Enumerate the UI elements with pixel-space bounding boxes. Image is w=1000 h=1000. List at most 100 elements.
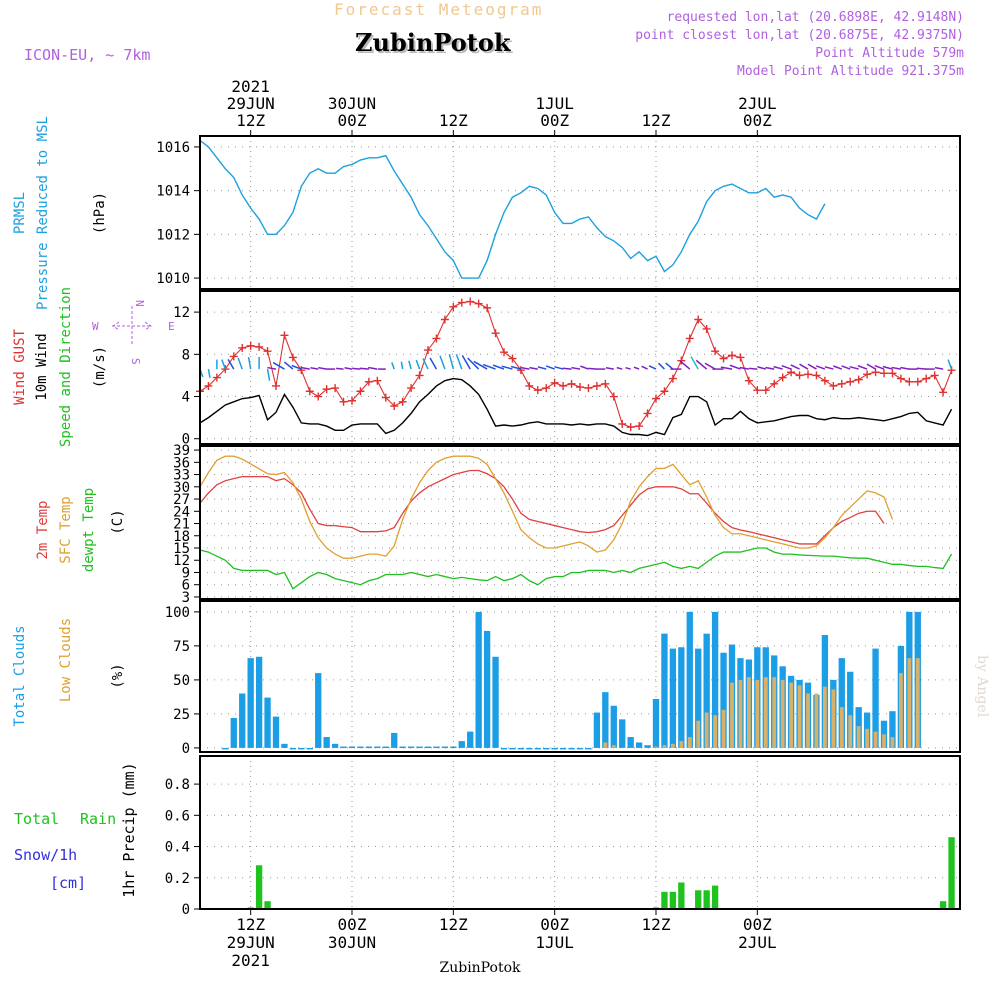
cloud-total-bar bbox=[450, 746, 457, 749]
cloud-total-bar bbox=[517, 747, 525, 750]
cloud-total-bar bbox=[652, 698, 660, 748]
temperature-ytick-label: 30 bbox=[173, 480, 190, 496]
wind-direction-arrow bbox=[916, 367, 927, 370]
wind-gust-marker bbox=[787, 368, 796, 377]
wind-gust-marker bbox=[576, 383, 584, 392]
cloud-total-bar bbox=[255, 656, 263, 748]
wind-gust-marker bbox=[229, 352, 238, 361]
precip-rain-bar bbox=[264, 901, 271, 909]
wind-unit: (m/s) bbox=[92, 346, 108, 388]
wind-direction-arrow bbox=[781, 364, 792, 370]
wind-gust-marker bbox=[804, 370, 812, 379]
cloud-low-bar bbox=[814, 693, 819, 748]
wind-gust-marker bbox=[744, 376, 753, 385]
wind-direction-arrow bbox=[757, 366, 766, 370]
cloud-low-bar bbox=[890, 737, 895, 748]
wind-gust-marker bbox=[204, 381, 213, 390]
wind-direction-arrow bbox=[448, 354, 455, 370]
wind-gust-marker bbox=[896, 374, 905, 383]
wind-gust-marker bbox=[466, 297, 475, 306]
cloud-low-bar bbox=[856, 726, 861, 748]
temp-unit: (C) bbox=[110, 509, 126, 534]
wind-direction-arrow bbox=[900, 366, 910, 370]
cloud-total-bar bbox=[340, 746, 347, 749]
wind-direction-arrow bbox=[482, 363, 496, 370]
compass-east: E bbox=[168, 320, 175, 333]
cloud-low-bar bbox=[679, 741, 684, 748]
cloud-low-bar bbox=[772, 677, 777, 748]
wind-direction-arrow bbox=[739, 366, 750, 370]
wind-gust-marker bbox=[913, 377, 922, 386]
bottom-time-label: 2JUL bbox=[738, 933, 777, 952]
bottom-time-label: 12Z bbox=[439, 915, 468, 934]
wind-gust-marker bbox=[677, 356, 686, 365]
top-time-label: 12Z bbox=[236, 111, 265, 130]
cloud-total-bar bbox=[247, 658, 254, 748]
top-time-label: 00Z bbox=[540, 111, 569, 130]
cloud-low-bar bbox=[738, 679, 743, 748]
cloud-low-bar bbox=[763, 677, 768, 748]
temperature-frame bbox=[199, 445, 961, 600]
wind-frame bbox=[199, 290, 961, 445]
wind-direction-arrow bbox=[648, 365, 657, 370]
wind-direction-arrow bbox=[824, 366, 834, 370]
pressure-ytick-label: 1010 bbox=[156, 271, 190, 287]
clouds-ytick-label: 0 bbox=[182, 741, 190, 757]
bottom-time-label: 00Z bbox=[743, 915, 772, 934]
precip-rain-bar bbox=[703, 890, 710, 909]
wind-gust-marker bbox=[668, 374, 677, 383]
cloud-total-bar bbox=[593, 712, 601, 748]
wind-direction-arrow bbox=[571, 366, 581, 370]
wind-gust-marker bbox=[567, 379, 576, 388]
wind-gust-marker bbox=[753, 386, 762, 395]
wind-direction-arrow bbox=[501, 365, 513, 370]
pressure-frame bbox=[199, 135, 961, 290]
wind-gust-marker bbox=[415, 371, 424, 380]
wind-direction-arrow bbox=[799, 363, 809, 370]
wind-ytick-label: 4 bbox=[182, 390, 190, 406]
wind-gust-marker bbox=[837, 379, 846, 388]
wind-direction-arrow bbox=[841, 365, 851, 370]
wind-direction-arrow bbox=[833, 365, 843, 370]
author-credit: by Angel bbox=[974, 655, 990, 718]
wind-gust-marker bbox=[795, 371, 804, 380]
cloud-total-bar bbox=[669, 648, 677, 748]
cloud-total-bar bbox=[374, 746, 381, 749]
wind-gust-marker bbox=[728, 351, 736, 360]
compass-west: W bbox=[92, 320, 99, 333]
wind-gust-marker bbox=[618, 419, 627, 428]
wind-direction-arrow bbox=[520, 366, 530, 370]
cloud-low-bar bbox=[721, 709, 726, 748]
model-altitude: Model Point Altitude 921.375m bbox=[737, 64, 964, 79]
gust-label: Wind GUST bbox=[12, 329, 28, 405]
wind-gust-marker bbox=[685, 334, 694, 343]
temperature-ytick-label: 6 bbox=[182, 578, 190, 594]
temperature-ytick-label: 39 bbox=[173, 443, 190, 459]
temperature-ytick-label: 36 bbox=[173, 455, 190, 471]
compass-south: S bbox=[129, 358, 142, 365]
wind-gust-marker bbox=[407, 384, 416, 393]
wind-gust-marker bbox=[457, 298, 466, 307]
clouds-ytick-label: 75 bbox=[173, 639, 190, 655]
precip-ytick-label: 0 bbox=[182, 902, 190, 918]
wind-direction-arrow bbox=[874, 365, 885, 370]
wind-direction-arrow bbox=[695, 359, 708, 370]
wind-gust-marker bbox=[314, 392, 323, 401]
temperature-ytick-label: 21 bbox=[173, 517, 190, 533]
cloud-total-bar bbox=[365, 746, 373, 749]
top-time-label: 2JUL bbox=[738, 94, 777, 113]
precip-rain-bar bbox=[661, 891, 668, 909]
clouds-ytick-label: 100 bbox=[165, 605, 190, 621]
wind-gust-marker bbox=[221, 365, 230, 374]
cloud-total-bar bbox=[441, 746, 449, 749]
cloud-total-bar bbox=[222, 747, 229, 750]
wind-gust-marker bbox=[559, 381, 568, 390]
precip-snow-unit: [cm] bbox=[50, 874, 86, 892]
wind-direction-arrow bbox=[815, 365, 826, 370]
top-time-label: 29JUN bbox=[227, 94, 275, 113]
cloud-low-bar bbox=[654, 746, 658, 748]
wind-gust-marker bbox=[711, 347, 720, 356]
wind-gust-marker bbox=[812, 371, 821, 380]
wind-gust-marker bbox=[592, 381, 601, 390]
station-name: ZubinPotok bbox=[355, 28, 511, 57]
